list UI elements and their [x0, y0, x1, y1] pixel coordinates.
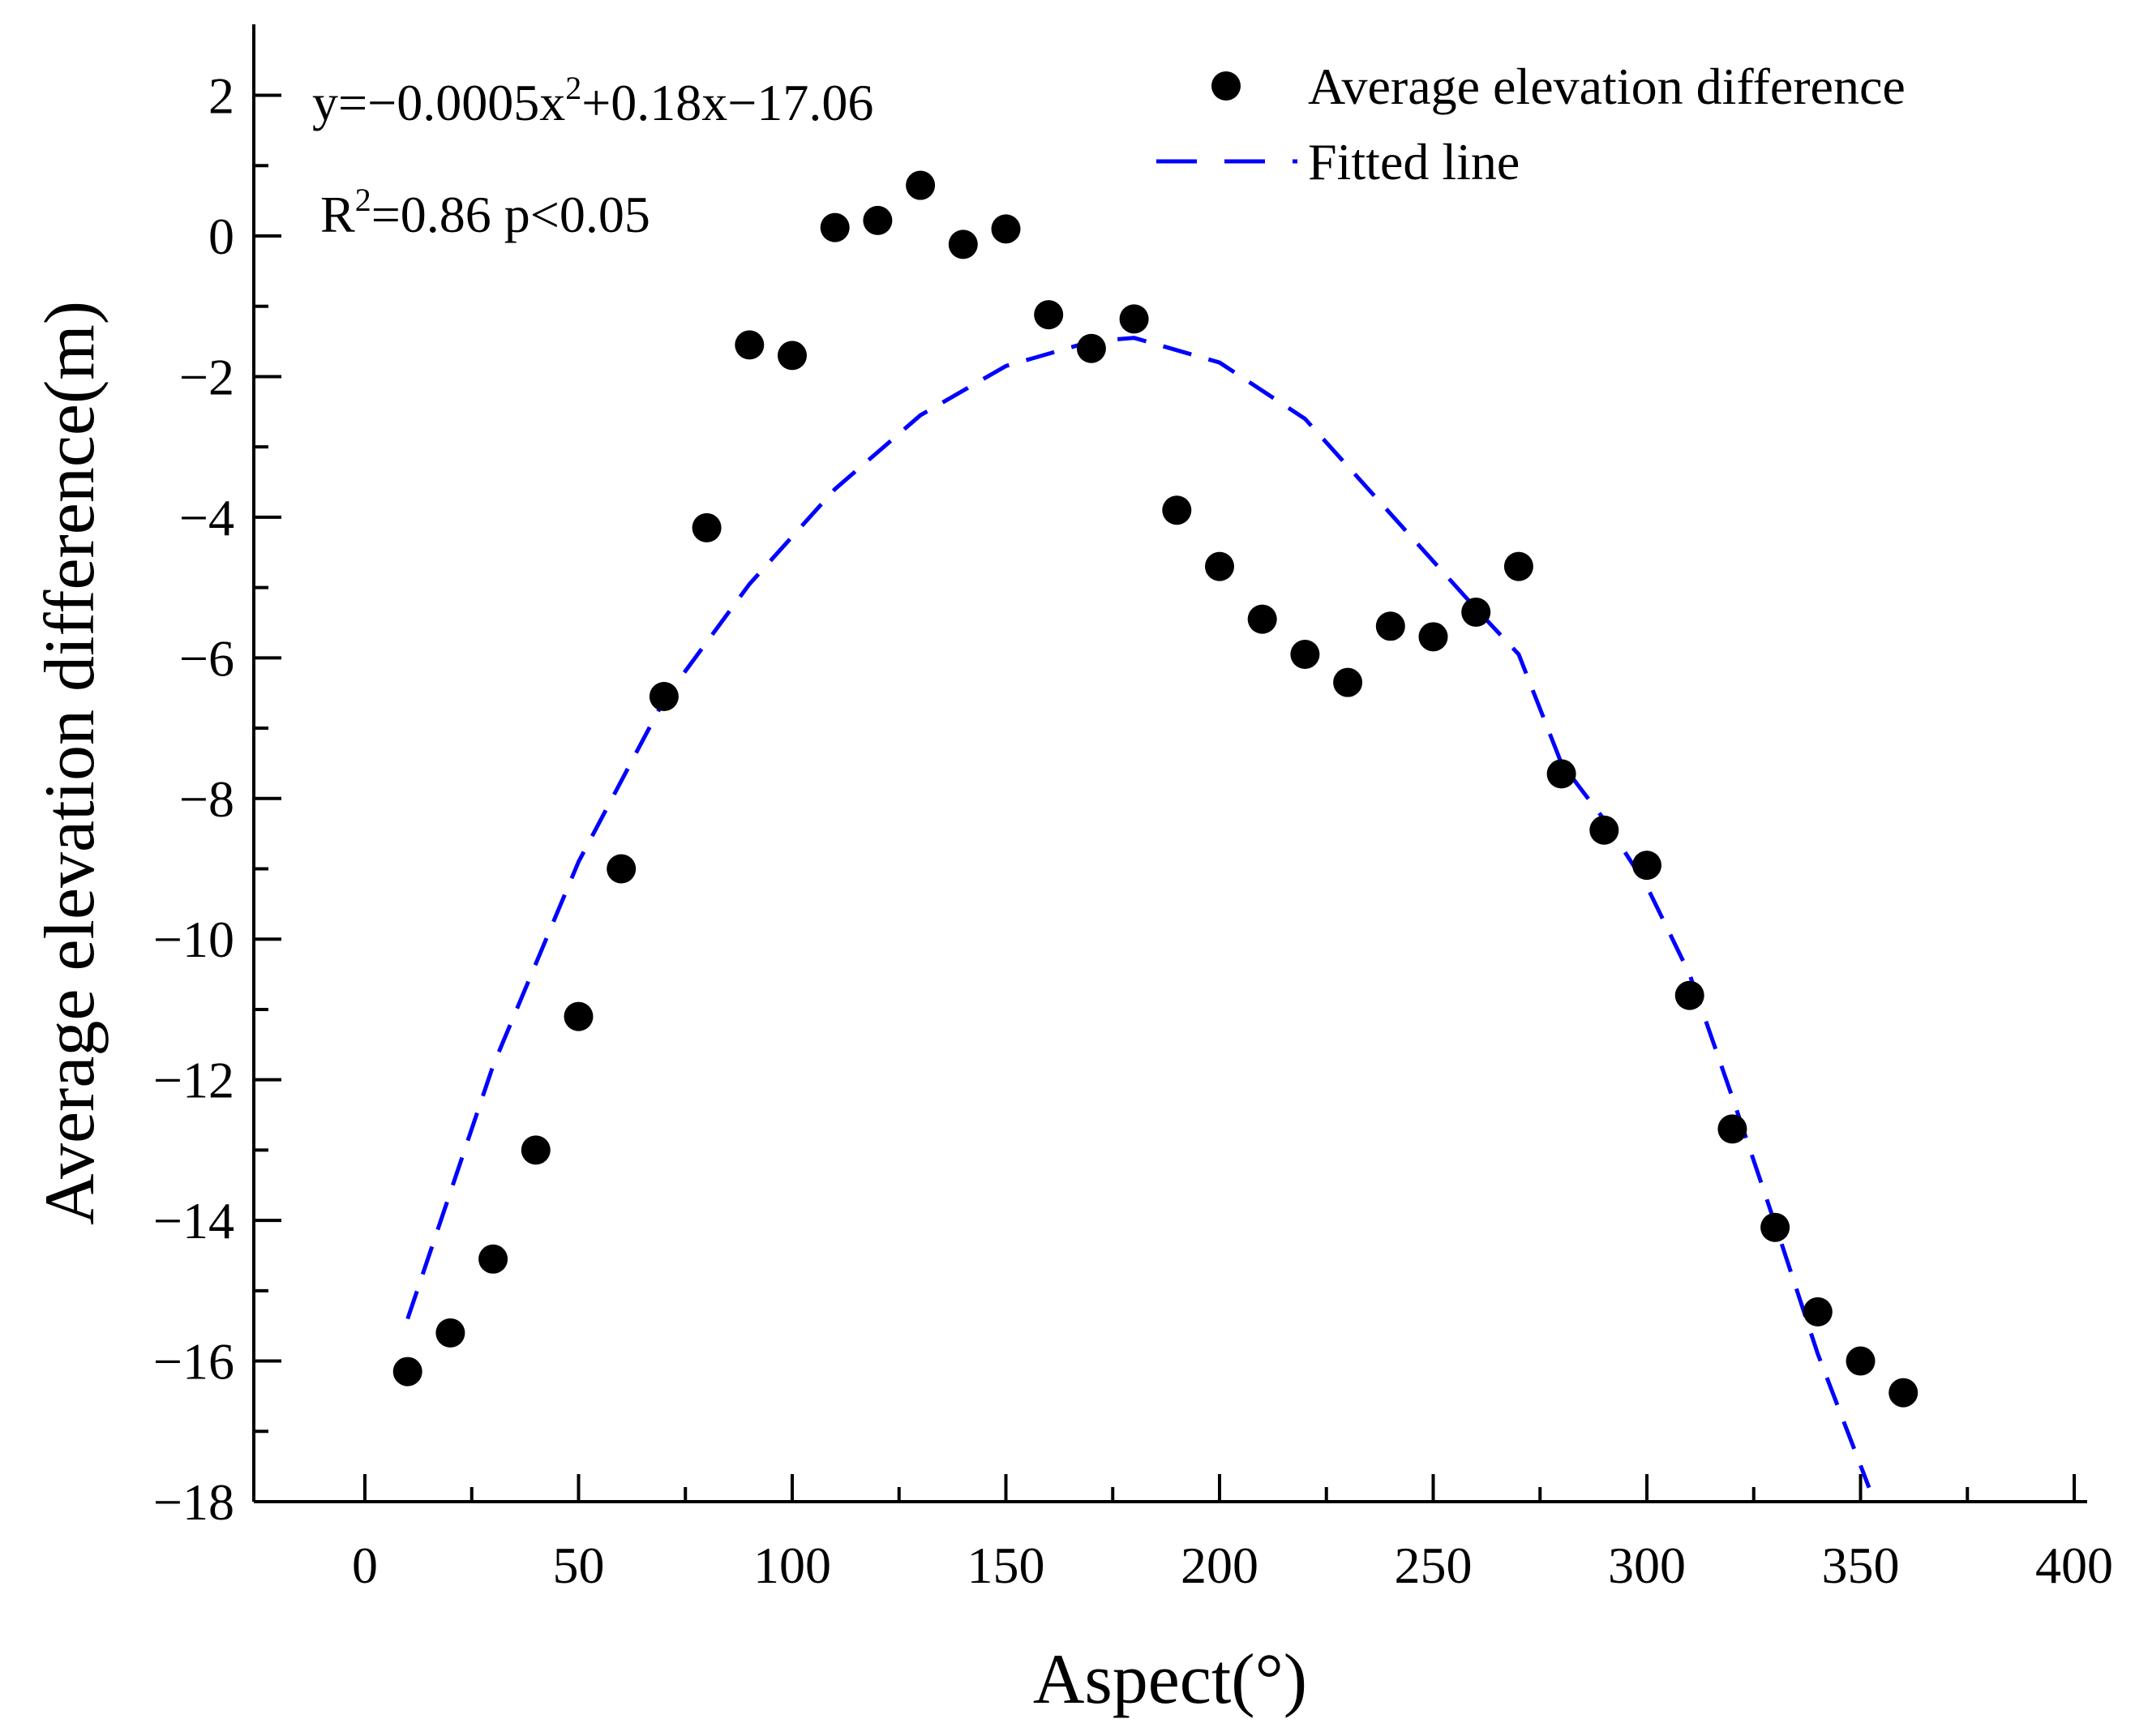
r2-sup: 2	[355, 182, 371, 218]
data-point-210	[1247, 604, 1277, 634]
x-tick-label-50: 50	[553, 1537, 605, 1594]
legend-marker-scatter	[1211, 71, 1241, 101]
data-point-140	[948, 229, 978, 259]
data-point-290	[1589, 815, 1619, 845]
data-point-100	[778, 341, 807, 371]
data-point-360	[1889, 1378, 1919, 1408]
data-point-40	[521, 1135, 551, 1165]
y-tick-label--16: −16	[153, 1333, 234, 1391]
legend-label-scatter: Average elevation difference	[1308, 58, 1906, 115]
y-tick-label--12: −12	[153, 1052, 234, 1109]
equation-annotation: y=−0.0005x2+0.18x−17.06	[312, 70, 873, 131]
scatter-points	[392, 170, 1919, 1408]
data-point-220	[1290, 639, 1320, 669]
data-point-250	[1418, 622, 1448, 652]
data-point-170	[1076, 333, 1106, 363]
data-point-150	[991, 214, 1021, 244]
equation-suffix: +0.18x−17.06	[581, 74, 873, 131]
data-point-350	[1846, 1346, 1876, 1376]
y-tick-label--8: −8	[179, 770, 234, 828]
r2-prefix: R	[320, 186, 355, 243]
y-tick-label--14: −14	[153, 1192, 234, 1249]
y-tick-label--18: −18	[153, 1473, 234, 1531]
data-point-120	[863, 205, 893, 235]
y-axis-title: Average elevation difference(m)	[31, 301, 109, 1225]
data-point-180	[1119, 304, 1149, 334]
data-point-50	[564, 1001, 594, 1031]
x-tick-label-150: 150	[967, 1537, 1045, 1594]
y-tick-label--10: −10	[153, 911, 234, 968]
data-point-70	[649, 682, 679, 712]
data-point-20	[435, 1318, 465, 1348]
y-ticks: −18 −16 −14 −12 −10 −8 −6 −4 −2 0 2	[153, 67, 281, 1531]
equation-sup: 2	[565, 70, 581, 106]
equation-prefix: y=−0.0005x	[312, 74, 565, 131]
data-point-10	[392, 1357, 422, 1387]
data-point-60	[607, 854, 637, 884]
legend: Average elevation difference Fitted line	[1156, 58, 1906, 191]
r2-suffix: =0.86 p<0.05	[371, 186, 650, 243]
data-point-160	[1034, 300, 1064, 330]
data-point-130	[906, 170, 936, 200]
x-axis-title: Aspect(°)	[1033, 1640, 1307, 1719]
legend-label-fitted-line: Fitted line	[1308, 133, 1520, 191]
axes	[252, 24, 2087, 1503]
data-point-260	[1461, 597, 1491, 627]
y-tick-label--2: −2	[179, 348, 234, 405]
data-point-30	[478, 1244, 508, 1274]
data-point-90	[735, 330, 765, 360]
data-point-310	[1674, 980, 1704, 1010]
data-point-190	[1162, 495, 1192, 525]
data-point-240	[1375, 611, 1405, 641]
y-tick-label--6: −6	[179, 629, 234, 687]
data-point-330	[1760, 1212, 1790, 1242]
data-point-300	[1632, 851, 1661, 881]
y-tick-label-0: 0	[208, 208, 234, 265]
x-tick-label-400: 400	[2035, 1537, 2113, 1594]
data-point-320	[1717, 1114, 1747, 1144]
y-tick-label--4: −4	[179, 489, 234, 547]
fitted-line	[405, 336, 1871, 1489]
data-point-80	[692, 512, 722, 542]
data-point-270	[1503, 551, 1533, 581]
data-point-200	[1205, 551, 1234, 581]
x-ticks: 0 50 100 150 200 250 300 350 400	[352, 1474, 2113, 1594]
r2-annotation: R2=0.86 p<0.05	[320, 182, 650, 243]
data-point-280	[1546, 759, 1576, 789]
x-tick-label-300: 300	[1608, 1537, 1686, 1594]
x-tick-label-250: 250	[1395, 1537, 1473, 1594]
x-tick-label-350: 350	[1822, 1537, 1900, 1594]
data-point-110	[820, 212, 850, 242]
x-tick-label-100: 100	[753, 1537, 831, 1594]
data-point-340	[1803, 1297, 1833, 1327]
x-tick-label-0: 0	[352, 1537, 378, 1594]
y-tick-label-2: 2	[208, 67, 234, 125]
x-tick-label-200: 200	[1181, 1537, 1258, 1594]
data-point-230	[1333, 667, 1363, 697]
